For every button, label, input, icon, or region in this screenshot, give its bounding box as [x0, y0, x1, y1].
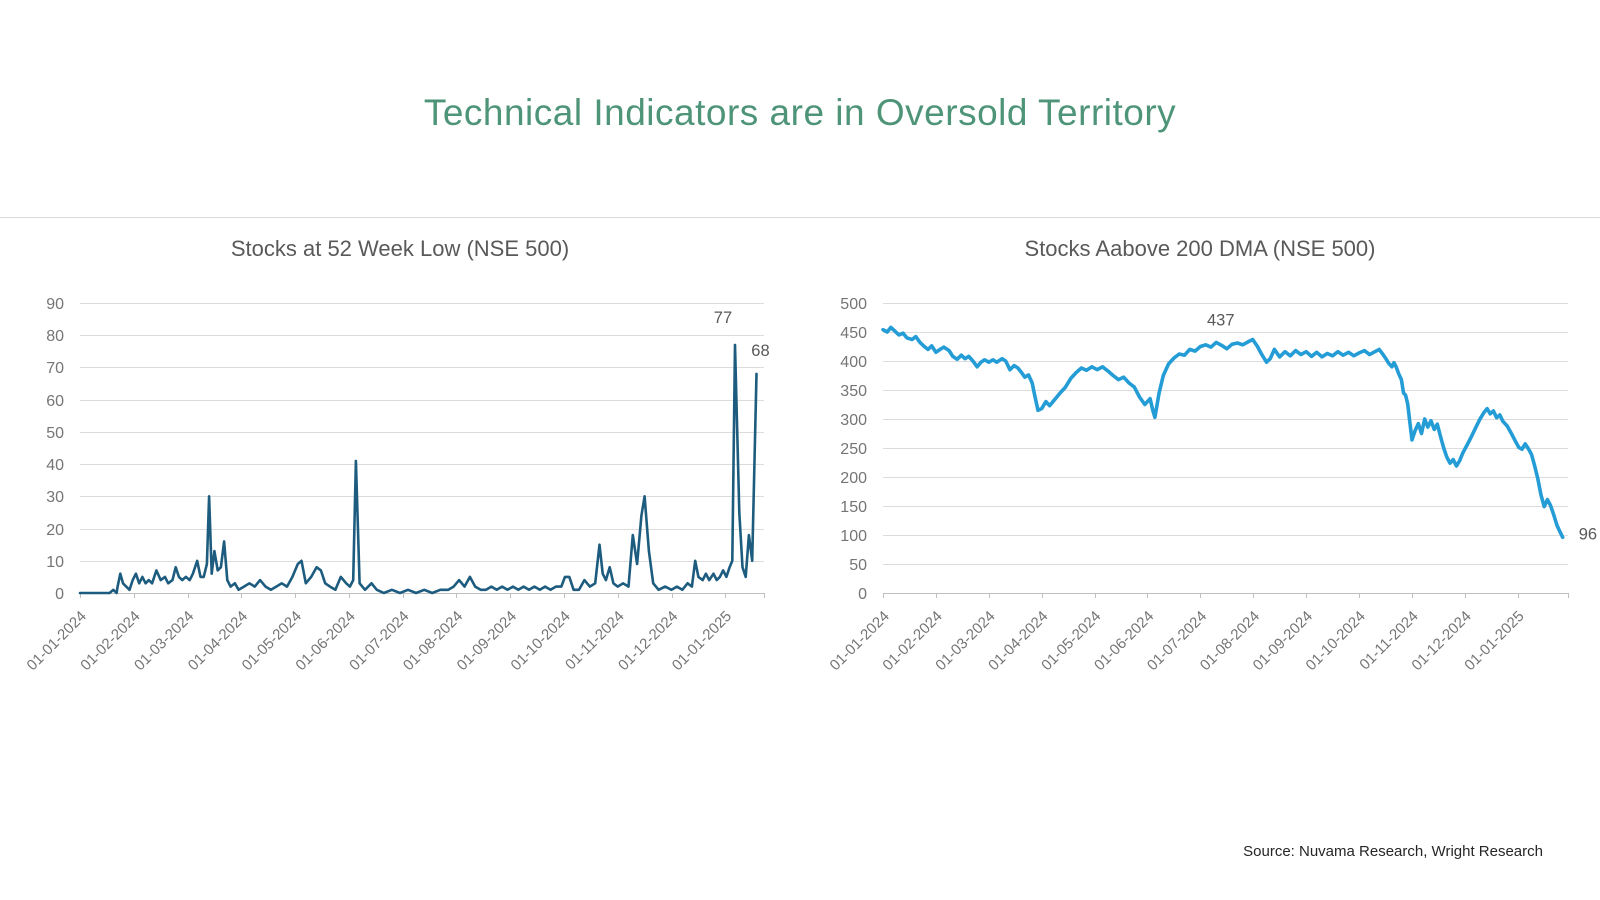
y-tick-label: 20 [46, 522, 64, 539]
y-tick-label: 350 [840, 383, 867, 400]
page-title: Technical Indicators are in Oversold Ter… [423, 92, 1177, 133]
chart-52-week-low: 010203040506070809001-01-202401-02-20240… [24, 296, 770, 674]
y-tick-label: 500 [840, 296, 867, 313]
y-tick-label: 450 [840, 325, 867, 342]
data-label: 96 [1579, 525, 1597, 543]
y-tick-label: 70 [46, 360, 64, 377]
chart-title-52-week-low: Stocks at 52 Week Low (NSE 500) [230, 236, 570, 261]
y-tick-label: 300 [840, 412, 867, 429]
y-tick-label: 30 [46, 489, 64, 506]
chart-title-200-dma: Stocks Aabove 200 DMA (NSE 500) [1024, 236, 1376, 261]
y-tick-label: 200 [840, 470, 867, 487]
series-line [78, 343, 758, 595]
y-tick-label: 50 [849, 557, 867, 574]
y-tick-label: 100 [840, 528, 867, 545]
chart-200-dma: 05010015020025030035040045050001-01-2024… [827, 296, 1598, 674]
y-tick-label: 80 [46, 328, 64, 345]
y-tick-label: 60 [46, 393, 64, 410]
data-label: 68 [751, 342, 769, 360]
y-tick-label: 10 [46, 554, 64, 571]
y-tick-label: 50 [46, 425, 64, 442]
source-note: Source: Nuvama Research, Wright Research [1243, 843, 1543, 860]
y-tick-label: 0 [55, 586, 64, 603]
y-tick-label: 250 [840, 441, 867, 458]
y-tick-label: 400 [840, 354, 867, 371]
y-tick-label: 90 [46, 296, 64, 313]
y-tick-label: 40 [46, 457, 64, 474]
data-label: 437 [1207, 312, 1235, 330]
y-tick-label: 150 [840, 499, 867, 516]
data-label: 77 [714, 309, 732, 327]
divider-line [0, 217, 1600, 218]
y-tick-label: 0 [858, 586, 867, 603]
series-line [881, 325, 1565, 540]
